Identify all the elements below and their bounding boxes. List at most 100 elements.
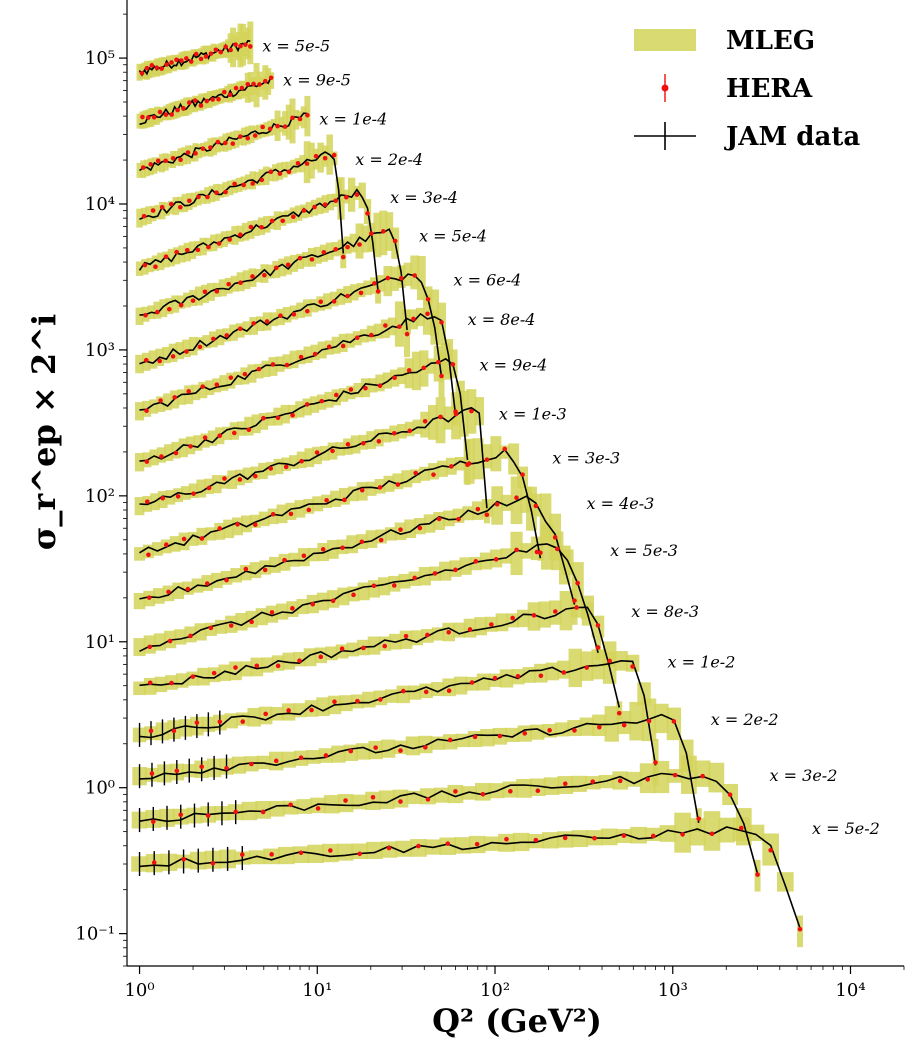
mleg-band — [302, 251, 310, 267]
hera-point — [502, 446, 508, 452]
series-label: x = 9e-5 — [283, 71, 351, 90]
hera-point — [144, 499, 150, 504]
hera-point — [200, 146, 206, 151]
mleg-band — [149, 205, 157, 222]
mleg-band — [202, 335, 212, 349]
hera-point — [739, 825, 744, 831]
mleg-band — [383, 266, 393, 297]
mleg-band — [133, 638, 146, 657]
mleg-band — [653, 760, 670, 794]
hera-point — [178, 812, 184, 818]
mleg-band — [222, 182, 229, 197]
hera-point — [446, 629, 451, 635]
mleg-band — [142, 544, 154, 559]
mleg-band — [214, 523, 226, 540]
mleg-band — [172, 582, 185, 599]
mleg-band — [427, 405, 438, 440]
mleg-band — [147, 158, 154, 176]
mleg-band — [322, 843, 339, 863]
mleg-band — [410, 255, 420, 290]
mleg-band — [435, 397, 446, 444]
jam-data-line — [138, 188, 379, 292]
hera-point — [288, 802, 293, 808]
jam-data-line — [139, 606, 621, 708]
hera-point — [298, 354, 304, 360]
mleg-band — [329, 291, 339, 307]
hera-point — [143, 312, 148, 318]
hera-point — [474, 841, 480, 847]
hera-point — [193, 51, 199, 57]
hera-point — [158, 398, 163, 403]
mleg-band — [219, 475, 230, 489]
hera-point — [175, 107, 180, 113]
hera-point — [467, 627, 473, 632]
hera-point — [166, 306, 172, 312]
mleg-band — [411, 351, 422, 391]
hera-point — [406, 368, 412, 373]
mleg-band — [365, 530, 378, 548]
mleg-band — [149, 449, 159, 466]
hera-point — [141, 213, 147, 219]
mleg-band — [347, 177, 356, 212]
mleg-band — [458, 390, 469, 437]
mleg-band — [251, 414, 261, 434]
mleg-band — [472, 438, 484, 480]
mleg-band — [331, 336, 341, 354]
mleg-band — [134, 453, 145, 472]
mleg-band — [215, 233, 223, 249]
hera-point — [163, 112, 169, 117]
mleg-band — [302, 398, 312, 416]
mleg-band — [180, 486, 191, 500]
hera-point — [397, 324, 402, 329]
hera-point — [515, 673, 521, 679]
hera-point — [398, 748, 403, 753]
hera-point — [282, 557, 287, 563]
mleg-band — [270, 119, 277, 135]
hera-point — [489, 622, 494, 627]
hera-point — [155, 158, 161, 164]
hera-point — [400, 688, 406, 694]
hera-point — [218, 49, 224, 55]
mleg-band — [255, 608, 268, 626]
hera-point — [242, 371, 248, 377]
mleg-band — [282, 652, 296, 670]
series-label: x = 2e-4 — [355, 150, 423, 169]
hera-point — [170, 155, 176, 161]
mleg-band — [375, 529, 388, 544]
mleg-band — [703, 811, 721, 851]
mleg-band — [240, 515, 252, 533]
hera-point — [164, 62, 169, 67]
mleg-band — [393, 740, 408, 754]
hera-point — [144, 65, 150, 71]
hera-point — [175, 494, 181, 499]
mleg-band — [271, 655, 285, 671]
hera-point — [645, 777, 650, 782]
hera-point — [423, 689, 429, 695]
hera-point — [531, 613, 537, 618]
mleg-band — [284, 210, 292, 224]
mleg-band — [365, 791, 381, 810]
hera-point — [497, 733, 503, 739]
mleg-band — [316, 697, 330, 717]
mleg-band — [579, 717, 595, 736]
y-tick-label: 10³ — [85, 340, 115, 361]
hera-point — [142, 262, 148, 268]
hera-point — [304, 402, 310, 407]
hera-point — [797, 926, 803, 932]
hera-point — [148, 728, 154, 734]
mleg-band — [294, 205, 303, 221]
mleg-band — [355, 223, 364, 259]
y-axis-title: σ_r^ep × 2^i — [25, 314, 63, 550]
mleg-band — [380, 319, 390, 339]
hera-point — [213, 47, 219, 53]
hera-point — [223, 189, 228, 195]
hera-point — [357, 242, 362, 247]
hera-point — [214, 289, 220, 294]
mleg-band — [616, 701, 623, 720]
hera-point — [372, 281, 377, 286]
mleg-band — [408, 685, 422, 700]
hera-point — [205, 813, 211, 818]
mleg-band — [373, 323, 383, 339]
mleg-band — [538, 601, 551, 628]
hera-point — [181, 536, 187, 542]
